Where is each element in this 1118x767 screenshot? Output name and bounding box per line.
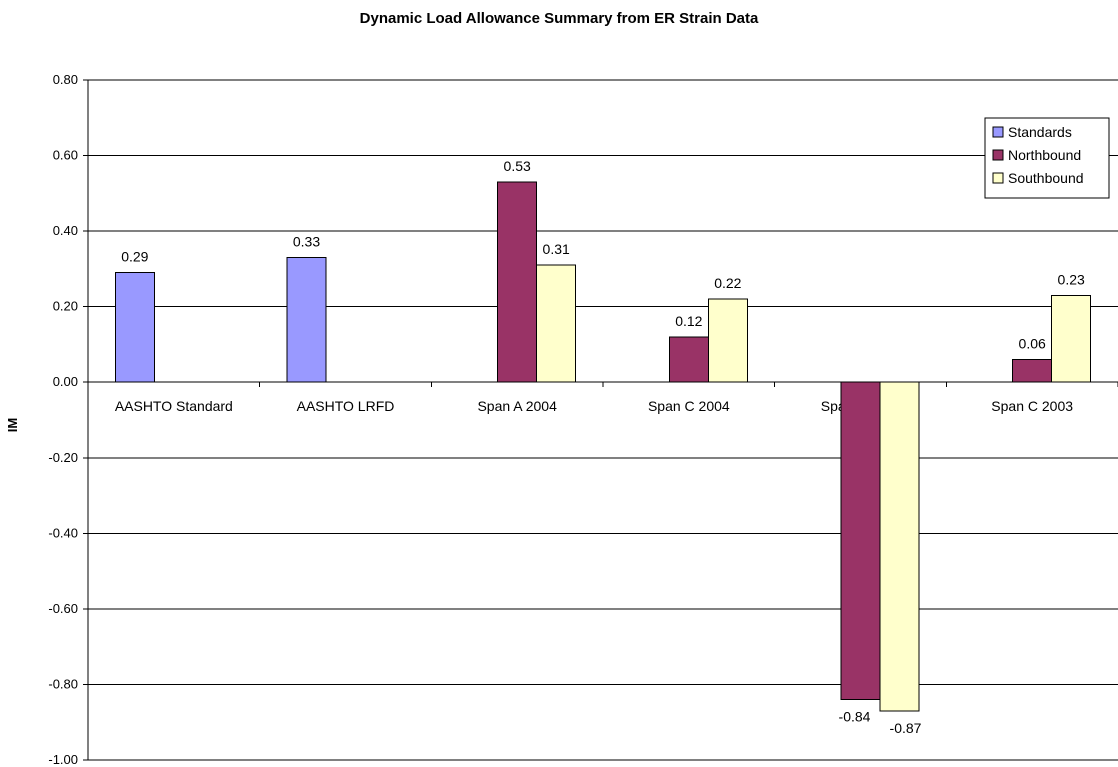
data-label: 0.22 [714, 275, 741, 291]
y-axis-label: IM [5, 418, 20, 432]
bar-southbound [707, 298, 748, 383]
axes: 0.80 0.60 0.40 0.20 0.00 -0.20 -0.40 -0.60 -0.80… [48, 72, 1118, 767]
chart-title: Dynamic Load Allowance Summary from ER S… [359, 10, 759, 27]
data-label: -0.87 [890, 720, 922, 736]
data-label: 0.12 [675, 313, 702, 329]
data-label: 0.31 [543, 241, 570, 257]
legend-label: Standards [1008, 124, 1072, 140]
x-tick-label: Span C 2004 [648, 398, 730, 414]
y-tick-label: -0.20 [48, 450, 78, 465]
legend-swatch [992, 126, 1004, 138]
x-tick-label: AASHTO LRFD [297, 398, 395, 414]
bar-standards [286, 257, 327, 383]
x-tick-label: AASHTO Standard [115, 398, 233, 414]
data-label: 0.53 [504, 158, 531, 174]
legend-label: Southbound [1008, 170, 1084, 186]
bar-southbound [1051, 294, 1092, 383]
bar-northbound [668, 336, 709, 383]
x-tick-label: Span C 2003 [991, 398, 1073, 414]
bar-southbound [536, 264, 577, 383]
bars [114, 181, 1092, 712]
data-label: 0.29 [121, 249, 148, 265]
y-tick-label: 0.60 [53, 148, 78, 163]
y-tick-label: 0.80 [53, 72, 78, 87]
legend-swatch [992, 172, 1004, 184]
data-labels: 0.29 0.33 0.53 0.31 0.12 0.22 -0.84 -0.87 0.06 0.… [121, 158, 1085, 736]
legend-box [984, 117, 1110, 199]
bar-northbound [1012, 359, 1053, 383]
y-tick-label: 0.20 [53, 299, 78, 314]
x-tick-label: Span A 2004 [477, 398, 557, 414]
y-tick-label: -1.00 [48, 752, 78, 767]
bar-northbound [840, 381, 881, 701]
legend-swatch [992, 149, 1004, 161]
bar-southbound [879, 381, 920, 712]
data-label: -0.84 [839, 709, 871, 725]
legend: Standards Northbound Southbound [984, 117, 1110, 199]
legend-label: Northbound [1008, 147, 1081, 163]
gridlines [88, 79, 1118, 761]
y-tick-label: -0.80 [48, 676, 78, 691]
data-label: 0.06 [1019, 336, 1046, 352]
y-tick-label: -0.40 [48, 525, 78, 540]
bar-standards [114, 272, 155, 383]
y-tick-label: 0.00 [53, 374, 78, 389]
bar-northbound [497, 181, 538, 383]
y-tick-label: 0.40 [53, 223, 78, 238]
y-tick-label: -0.60 [48, 601, 78, 616]
data-label: 0.33 [293, 234, 320, 250]
data-label: 0.23 [1058, 271, 1085, 287]
